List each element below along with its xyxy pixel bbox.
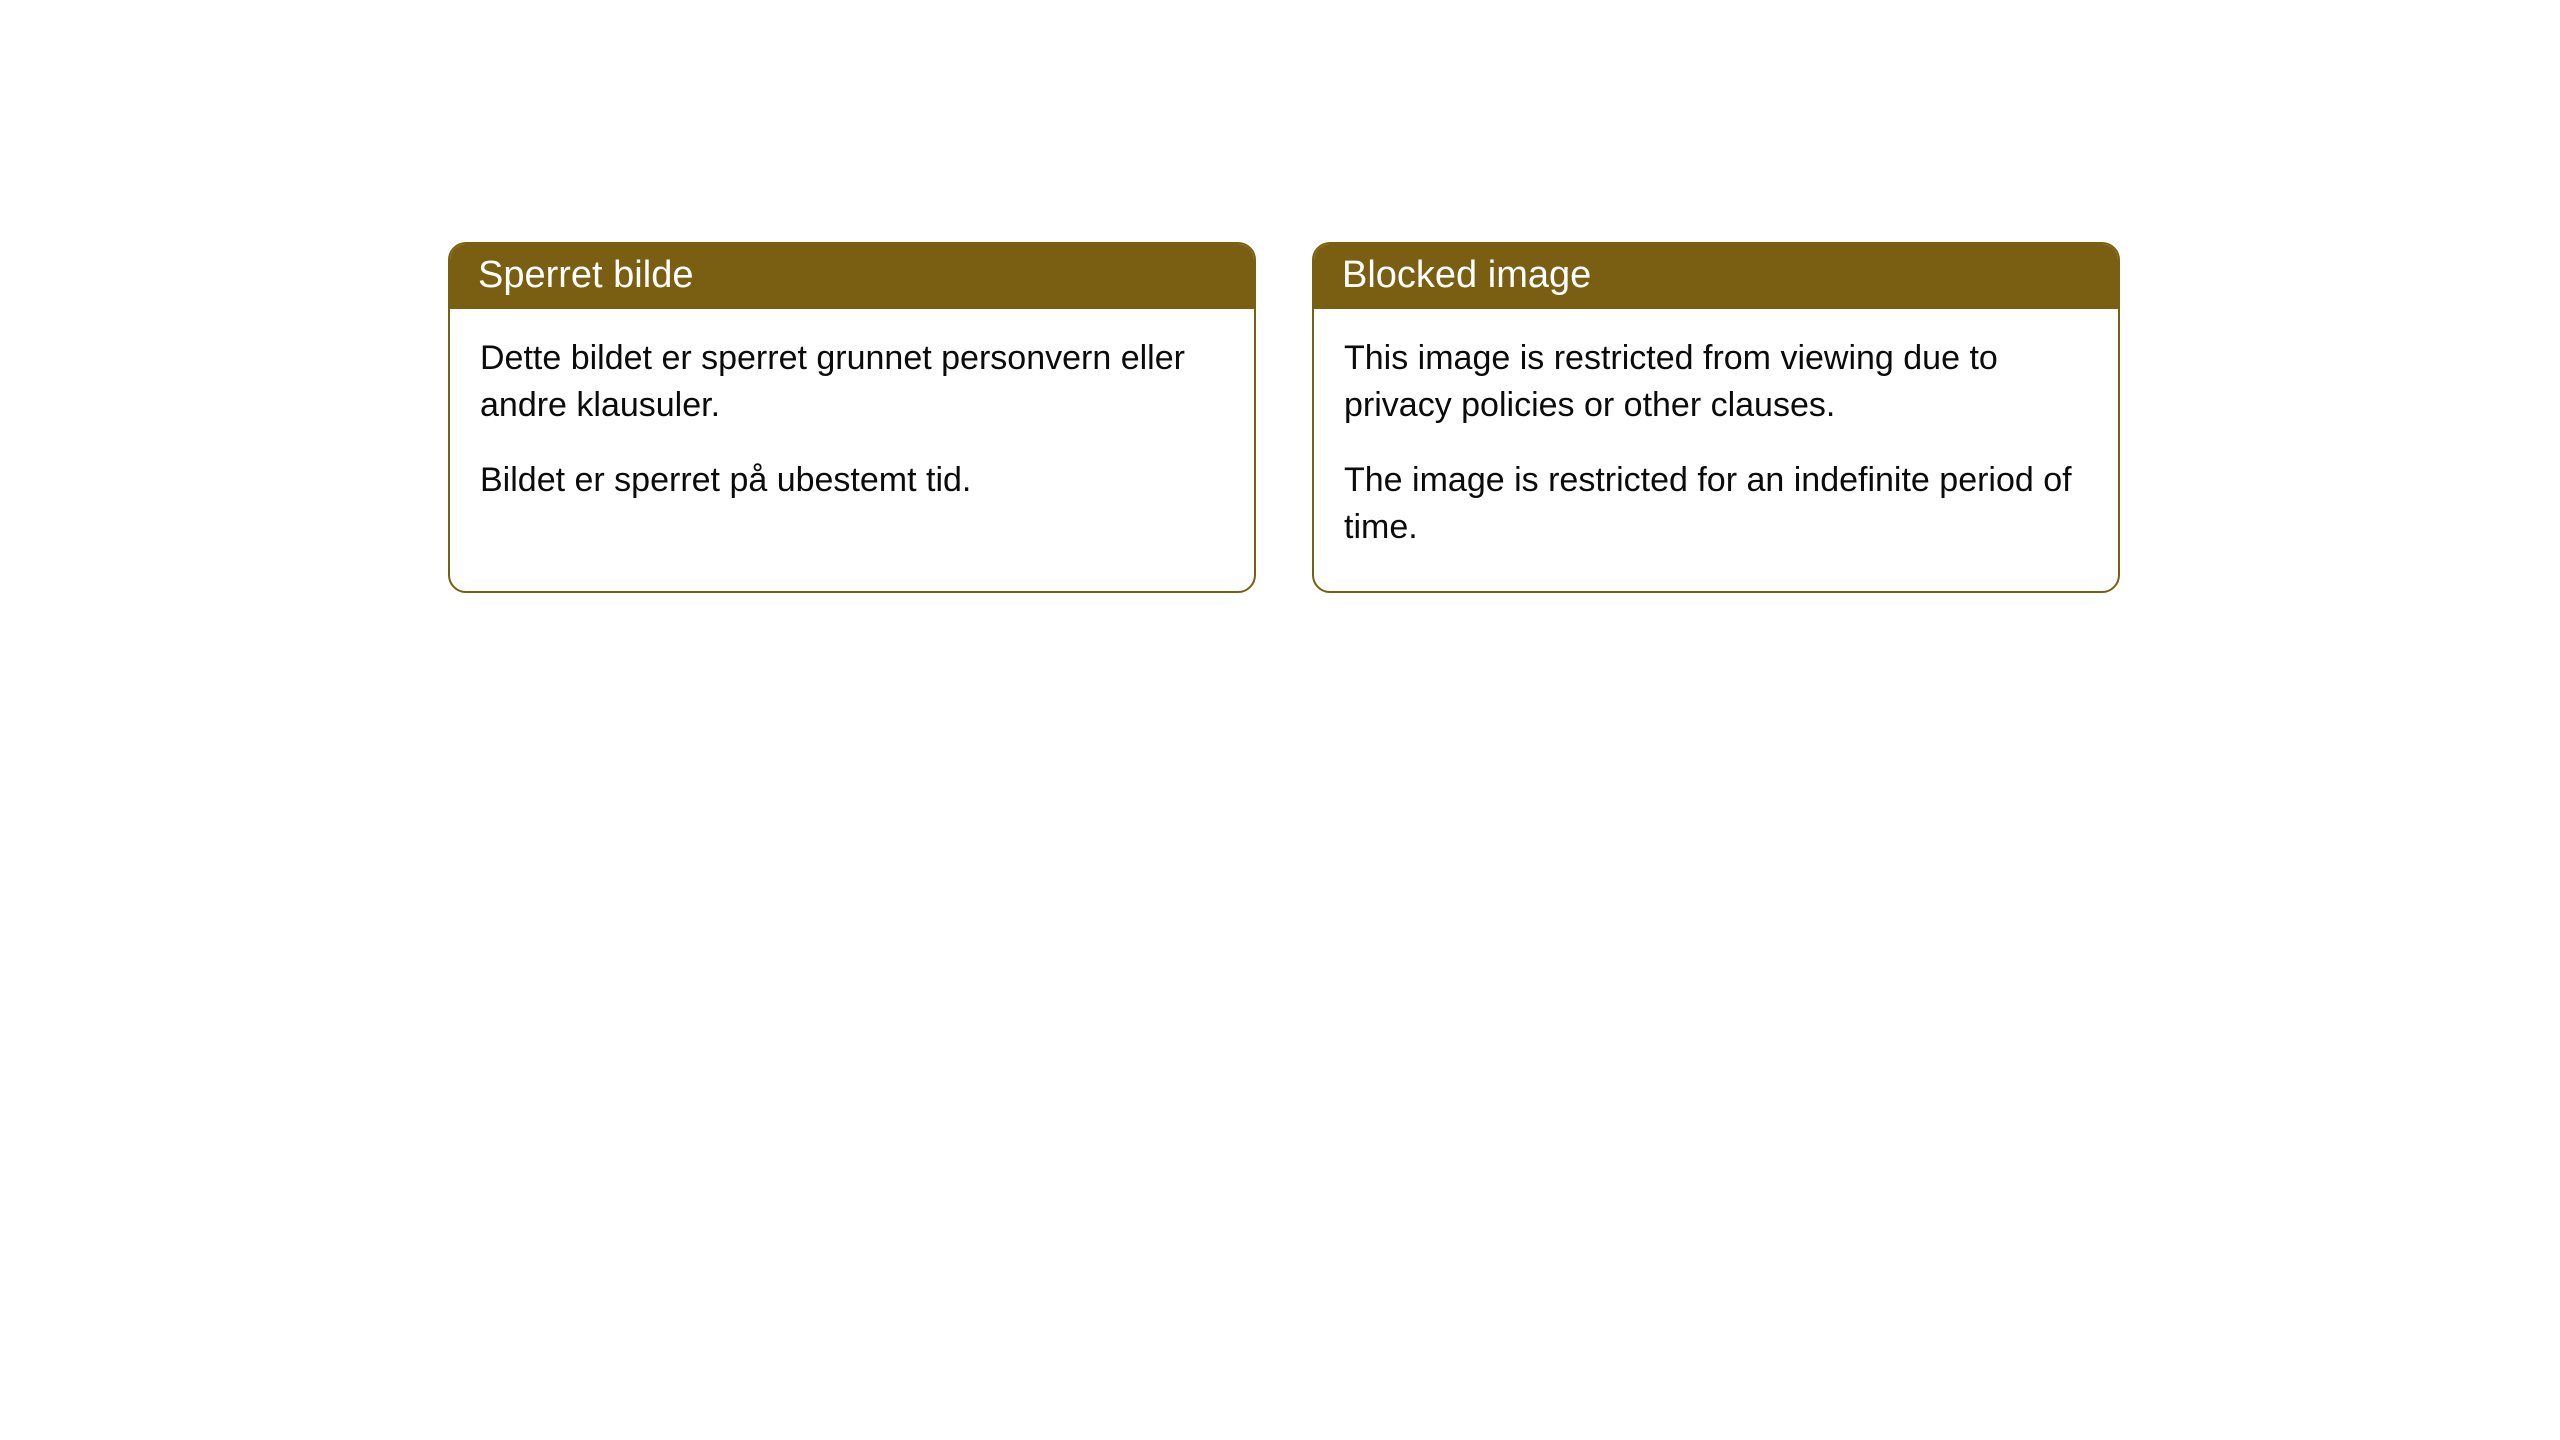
card-body-no: Dette bildet er sperret grunnet personve…: [450, 309, 1254, 544]
card-text-no-2: Bildet er sperret på ubestemt tid.: [480, 457, 1224, 504]
cards-container: Sperret bilde Dette bildet er sperret gr…: [448, 242, 2120, 593]
blocked-image-card-no: Sperret bilde Dette bildet er sperret gr…: [448, 242, 1256, 593]
card-header-en: Blocked image: [1314, 244, 2118, 309]
card-text-no-1: Dette bildet er sperret grunnet personve…: [480, 335, 1224, 429]
card-body-en: This image is restricted from viewing du…: [1314, 309, 2118, 591]
blocked-image-card-en: Blocked image This image is restricted f…: [1312, 242, 2120, 593]
card-title-no: Sperret bilde: [478, 254, 693, 296]
card-text-en-1: This image is restricted from viewing du…: [1344, 335, 2088, 429]
card-header-no: Sperret bilde: [450, 244, 1254, 309]
card-text-en-2: The image is restricted for an indefinit…: [1344, 457, 2088, 551]
card-title-en: Blocked image: [1342, 254, 1591, 296]
